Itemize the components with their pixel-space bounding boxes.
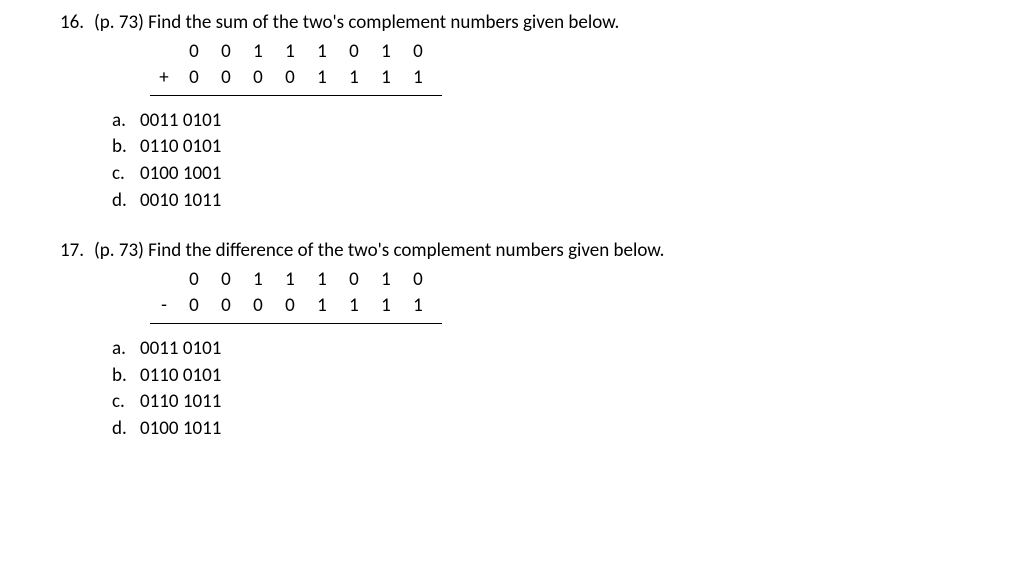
option-letter: d. xyxy=(112,188,140,215)
option-c: c. 0100 1001 xyxy=(112,161,1022,188)
horizontal-rule xyxy=(150,95,442,96)
digit: 0 xyxy=(242,65,274,92)
horizontal-rule xyxy=(150,323,442,324)
option-b: b. 0110 0101 xyxy=(112,363,1022,390)
question-17-prompt-row: 17. (p. 73) Find the difference of the t… xyxy=(60,238,1022,265)
digit: 0 xyxy=(338,39,370,66)
option-letter: b. xyxy=(112,134,140,161)
question-number: 16. xyxy=(60,10,94,37)
arithmetic-block: 0 0 1 1 1 0 1 0 + 0 0 0 0 1 1 1 1 xyxy=(150,39,1022,96)
option-text: 0110 0101 xyxy=(140,134,221,161)
option-letter: c. xyxy=(112,161,140,188)
operator: + xyxy=(150,65,178,92)
question-prompt: (p. 73) Find the sum of the two's comple… xyxy=(94,10,619,37)
digit: 1 xyxy=(306,65,338,92)
option-c: c. 0110 1011 xyxy=(112,389,1022,416)
digit: 0 xyxy=(274,65,306,92)
option-a: a. 0011 0101 xyxy=(112,108,1022,135)
option-text: 0011 0101 xyxy=(140,108,221,135)
digit: 1 xyxy=(338,293,370,320)
digit: 1 xyxy=(306,39,338,66)
digit: 0 xyxy=(210,65,242,92)
operand-row-1: 0 0 1 1 1 0 1 0 xyxy=(150,267,1022,294)
digit: 0 xyxy=(242,293,274,320)
arithmetic-block: 0 0 1 1 1 0 1 0 - 0 0 0 0 1 1 1 1 xyxy=(150,267,1022,324)
digit: 0 xyxy=(178,293,210,320)
option-text: 0110 1011 xyxy=(140,389,221,416)
option-letter: c. xyxy=(112,389,140,416)
digit: 0 xyxy=(210,293,242,320)
option-a: a. 0011 0101 xyxy=(112,336,1022,363)
digit: 0 xyxy=(274,293,306,320)
digit: 1 xyxy=(370,293,402,320)
digit: 1 xyxy=(370,39,402,66)
option-text: 0100 1001 xyxy=(140,161,221,188)
question-16-prompt-row: 16. (p. 73) Find the sum of the two's co… xyxy=(60,10,1022,37)
operand-row-2: - 0 0 0 0 1 1 1 1 xyxy=(150,293,1022,320)
digit: 1 xyxy=(338,65,370,92)
page-ref: (p. 73) xyxy=(94,239,144,262)
digit: 1 xyxy=(306,267,338,294)
digit: 0 xyxy=(178,267,210,294)
digit: 0 xyxy=(402,267,434,294)
digit: 1 xyxy=(402,65,434,92)
question-16: 16. (p. 73) Find the sum of the two's co… xyxy=(60,10,1022,214)
option-letter: a. xyxy=(112,336,140,363)
option-text: 0011 0101 xyxy=(140,336,221,363)
prompt-text: Find the sum of the two's complement num… xyxy=(148,11,619,34)
digit: 0 xyxy=(178,65,210,92)
question-prompt: (p. 73) Find the difference of the two's… xyxy=(94,238,664,265)
options-list: a. 0011 0101 b. 0110 0101 c. 0100 1001 d… xyxy=(112,108,1022,214)
option-text: 0110 0101 xyxy=(140,363,221,390)
digit: 1 xyxy=(274,267,306,294)
option-letter: b. xyxy=(112,363,140,390)
digit: 0 xyxy=(210,39,242,66)
page-ref: (p. 73) xyxy=(94,11,144,34)
digit: 1 xyxy=(370,65,402,92)
digit: 1 xyxy=(242,267,274,294)
digit: 1 xyxy=(274,39,306,66)
digit: 0 xyxy=(210,267,242,294)
option-b: b. 0110 0101 xyxy=(112,134,1022,161)
prompt-text: Find the difference of the two's complem… xyxy=(148,239,664,262)
operand-row-2: + 0 0 0 0 1 1 1 1 xyxy=(150,65,1022,92)
digit: 1 xyxy=(242,39,274,66)
digit: 0 xyxy=(402,39,434,66)
question-number: 17. xyxy=(60,238,94,265)
page: 16. (p. 73) Find the sum of the two's co… xyxy=(0,0,1022,572)
option-text: 0010 1011 xyxy=(140,188,221,215)
digit: 1 xyxy=(370,267,402,294)
option-text: 0100 1011 xyxy=(140,416,221,443)
options-list: a. 0011 0101 b. 0110 0101 c. 0110 1011 d… xyxy=(112,336,1022,442)
digit: 0 xyxy=(178,39,210,66)
digit: 1 xyxy=(402,293,434,320)
digit: 0 xyxy=(338,267,370,294)
operator: - xyxy=(150,293,178,320)
question-17: 17. (p. 73) Find the difference of the t… xyxy=(60,238,1022,442)
operand-row-1: 0 0 1 1 1 0 1 0 xyxy=(150,39,1022,66)
option-d: d. 0100 1011 xyxy=(112,416,1022,443)
digit: 1 xyxy=(306,293,338,320)
option-letter: a. xyxy=(112,108,140,135)
option-letter: d. xyxy=(112,416,140,443)
option-d: d. 0010 1011 xyxy=(112,188,1022,215)
